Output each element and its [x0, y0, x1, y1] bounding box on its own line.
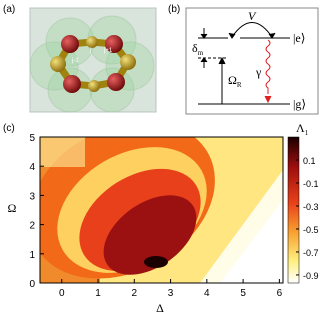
y-axis-label: Ω — [8, 201, 17, 215]
x-tick-label: 1 — [95, 288, 101, 299]
x-tick-label: 4 — [204, 288, 210, 299]
x-tick-label: 3 — [168, 288, 174, 299]
colorbar — [287, 136, 300, 284]
site-label: j+1 — [103, 48, 113, 54]
colorbar-tick-label: -0.3 — [303, 202, 319, 212]
symbol: Λ — [296, 121, 305, 135]
rabi-label: ΩR — [228, 73, 242, 89]
molecule-picture — [29, 7, 157, 113]
subscript: m — [198, 49, 204, 57]
colorbar-tick-label: -0.5 — [303, 225, 319, 235]
site-label: j-1 — [71, 58, 79, 64]
colorbar-tick-label: -0.9 — [303, 271, 319, 281]
symbol: Ω — [228, 73, 237, 87]
y-tick-label: 0 — [29, 279, 35, 290]
site-label: j — [89, 48, 91, 54]
y-tick-label: 1 — [29, 250, 35, 261]
plot-frame — [39, 136, 284, 284]
panel-label: (c) — [3, 123, 15, 134]
x-tick-label: 2 — [132, 288, 138, 299]
x-tick-label: 0 — [59, 288, 65, 299]
y-tick-label: 4 — [29, 162, 35, 173]
y-tick-label: 3 — [29, 191, 35, 202]
subscript: 1 — [305, 129, 309, 137]
y-tick-label: 2 — [29, 221, 35, 232]
symbol: δ — [192, 41, 198, 55]
panel-label: (a) — [3, 4, 15, 15]
level-label: |g⟩ — [293, 97, 306, 111]
coupling-label: V — [248, 9, 257, 23]
colorbar-tick-label: -0.1 — [303, 179, 319, 189]
x-axis-label: Δ — [156, 301, 164, 315]
colorbar-tick-label: -0.7 — [303, 248, 319, 258]
level-label: |e⟩ — [293, 31, 305, 45]
panel-label: (b) — [168, 4, 180, 15]
y-tick-label: 5 — [29, 133, 35, 144]
subscript: R — [237, 81, 242, 89]
colorbar-label: Λ1 — [296, 121, 309, 137]
detuning-label: δm — [192, 41, 204, 57]
x-tick-label: 6 — [277, 288, 283, 299]
x-tick-label: 5 — [240, 288, 246, 299]
heatmap-image — [40, 137, 283, 283]
level-diagram — [185, 7, 319, 115]
colorbar-tick-label: 0.1 — [303, 156, 316, 166]
decay-label: γ — [255, 65, 262, 79]
